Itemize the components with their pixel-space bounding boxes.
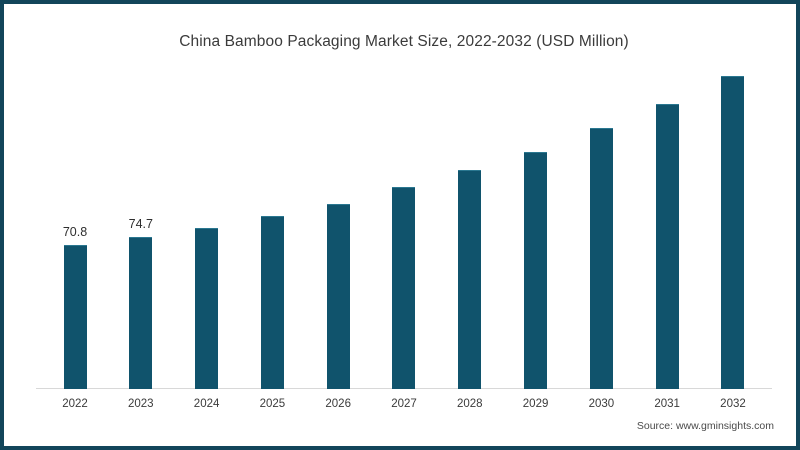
bar-value-label: 74.7 (128, 217, 153, 231)
bar-slot (573, 64, 629, 389)
bar[interactable] (589, 128, 613, 389)
x-axis-tick-label: 2023 (128, 398, 154, 410)
bar[interactable] (326, 204, 350, 389)
chart-canvas: China Bamboo Packaging Market Size, 2022… (4, 4, 796, 446)
x-axis-tick-label: 2031 (654, 398, 680, 410)
bar-value-label: 70.8 (62, 225, 88, 239)
x-axis-labels: 2022 2023 2024 2025 2026 2027 2028 2029 … (36, 398, 772, 410)
x-axis-tick-label: 2024 (193, 398, 220, 410)
bar-slot: 74.7 (113, 64, 169, 389)
x-axis-tick-label: 2026 (325, 398, 351, 410)
source-attribution: Source: www.gminsights.com (636, 420, 774, 432)
bar[interactable] (655, 104, 679, 389)
bar-slot (442, 64, 498, 389)
bar-slot (705, 64, 761, 389)
bar[interactable] (392, 187, 416, 389)
x-axis-tick-label: 2032 (720, 398, 746, 410)
bar[interactable] (524, 152, 548, 389)
x-axis-tick-label: 2022 (62, 398, 88, 410)
bar-series: 70.8 74.7 (36, 64, 772, 389)
x-axis-tick-label: 2027 (391, 398, 417, 410)
bar-slot (244, 64, 300, 389)
x-axis-tick-label: 2029 (522, 398, 549, 410)
bar[interactable] (63, 245, 87, 389)
chart-title: China Bamboo Packaging Market Size, 2022… (179, 33, 629, 50)
bar-slot (310, 64, 366, 389)
bar[interactable] (721, 76, 745, 389)
bar[interactable] (260, 216, 284, 389)
bar-slot: 70.8 (47, 64, 103, 389)
bar-slot (376, 64, 432, 389)
x-axis-tick-label: 2028 (456, 398, 483, 410)
bar[interactable] (458, 170, 482, 389)
bar-slot (508, 64, 564, 389)
bar-slot (639, 64, 695, 389)
bar-slot (179, 64, 235, 389)
x-axis-tick-label: 2025 (259, 398, 286, 410)
bar[interactable] (195, 228, 219, 389)
x-axis-tick-label: 2030 (588, 398, 615, 410)
bar[interactable] (129, 237, 153, 389)
